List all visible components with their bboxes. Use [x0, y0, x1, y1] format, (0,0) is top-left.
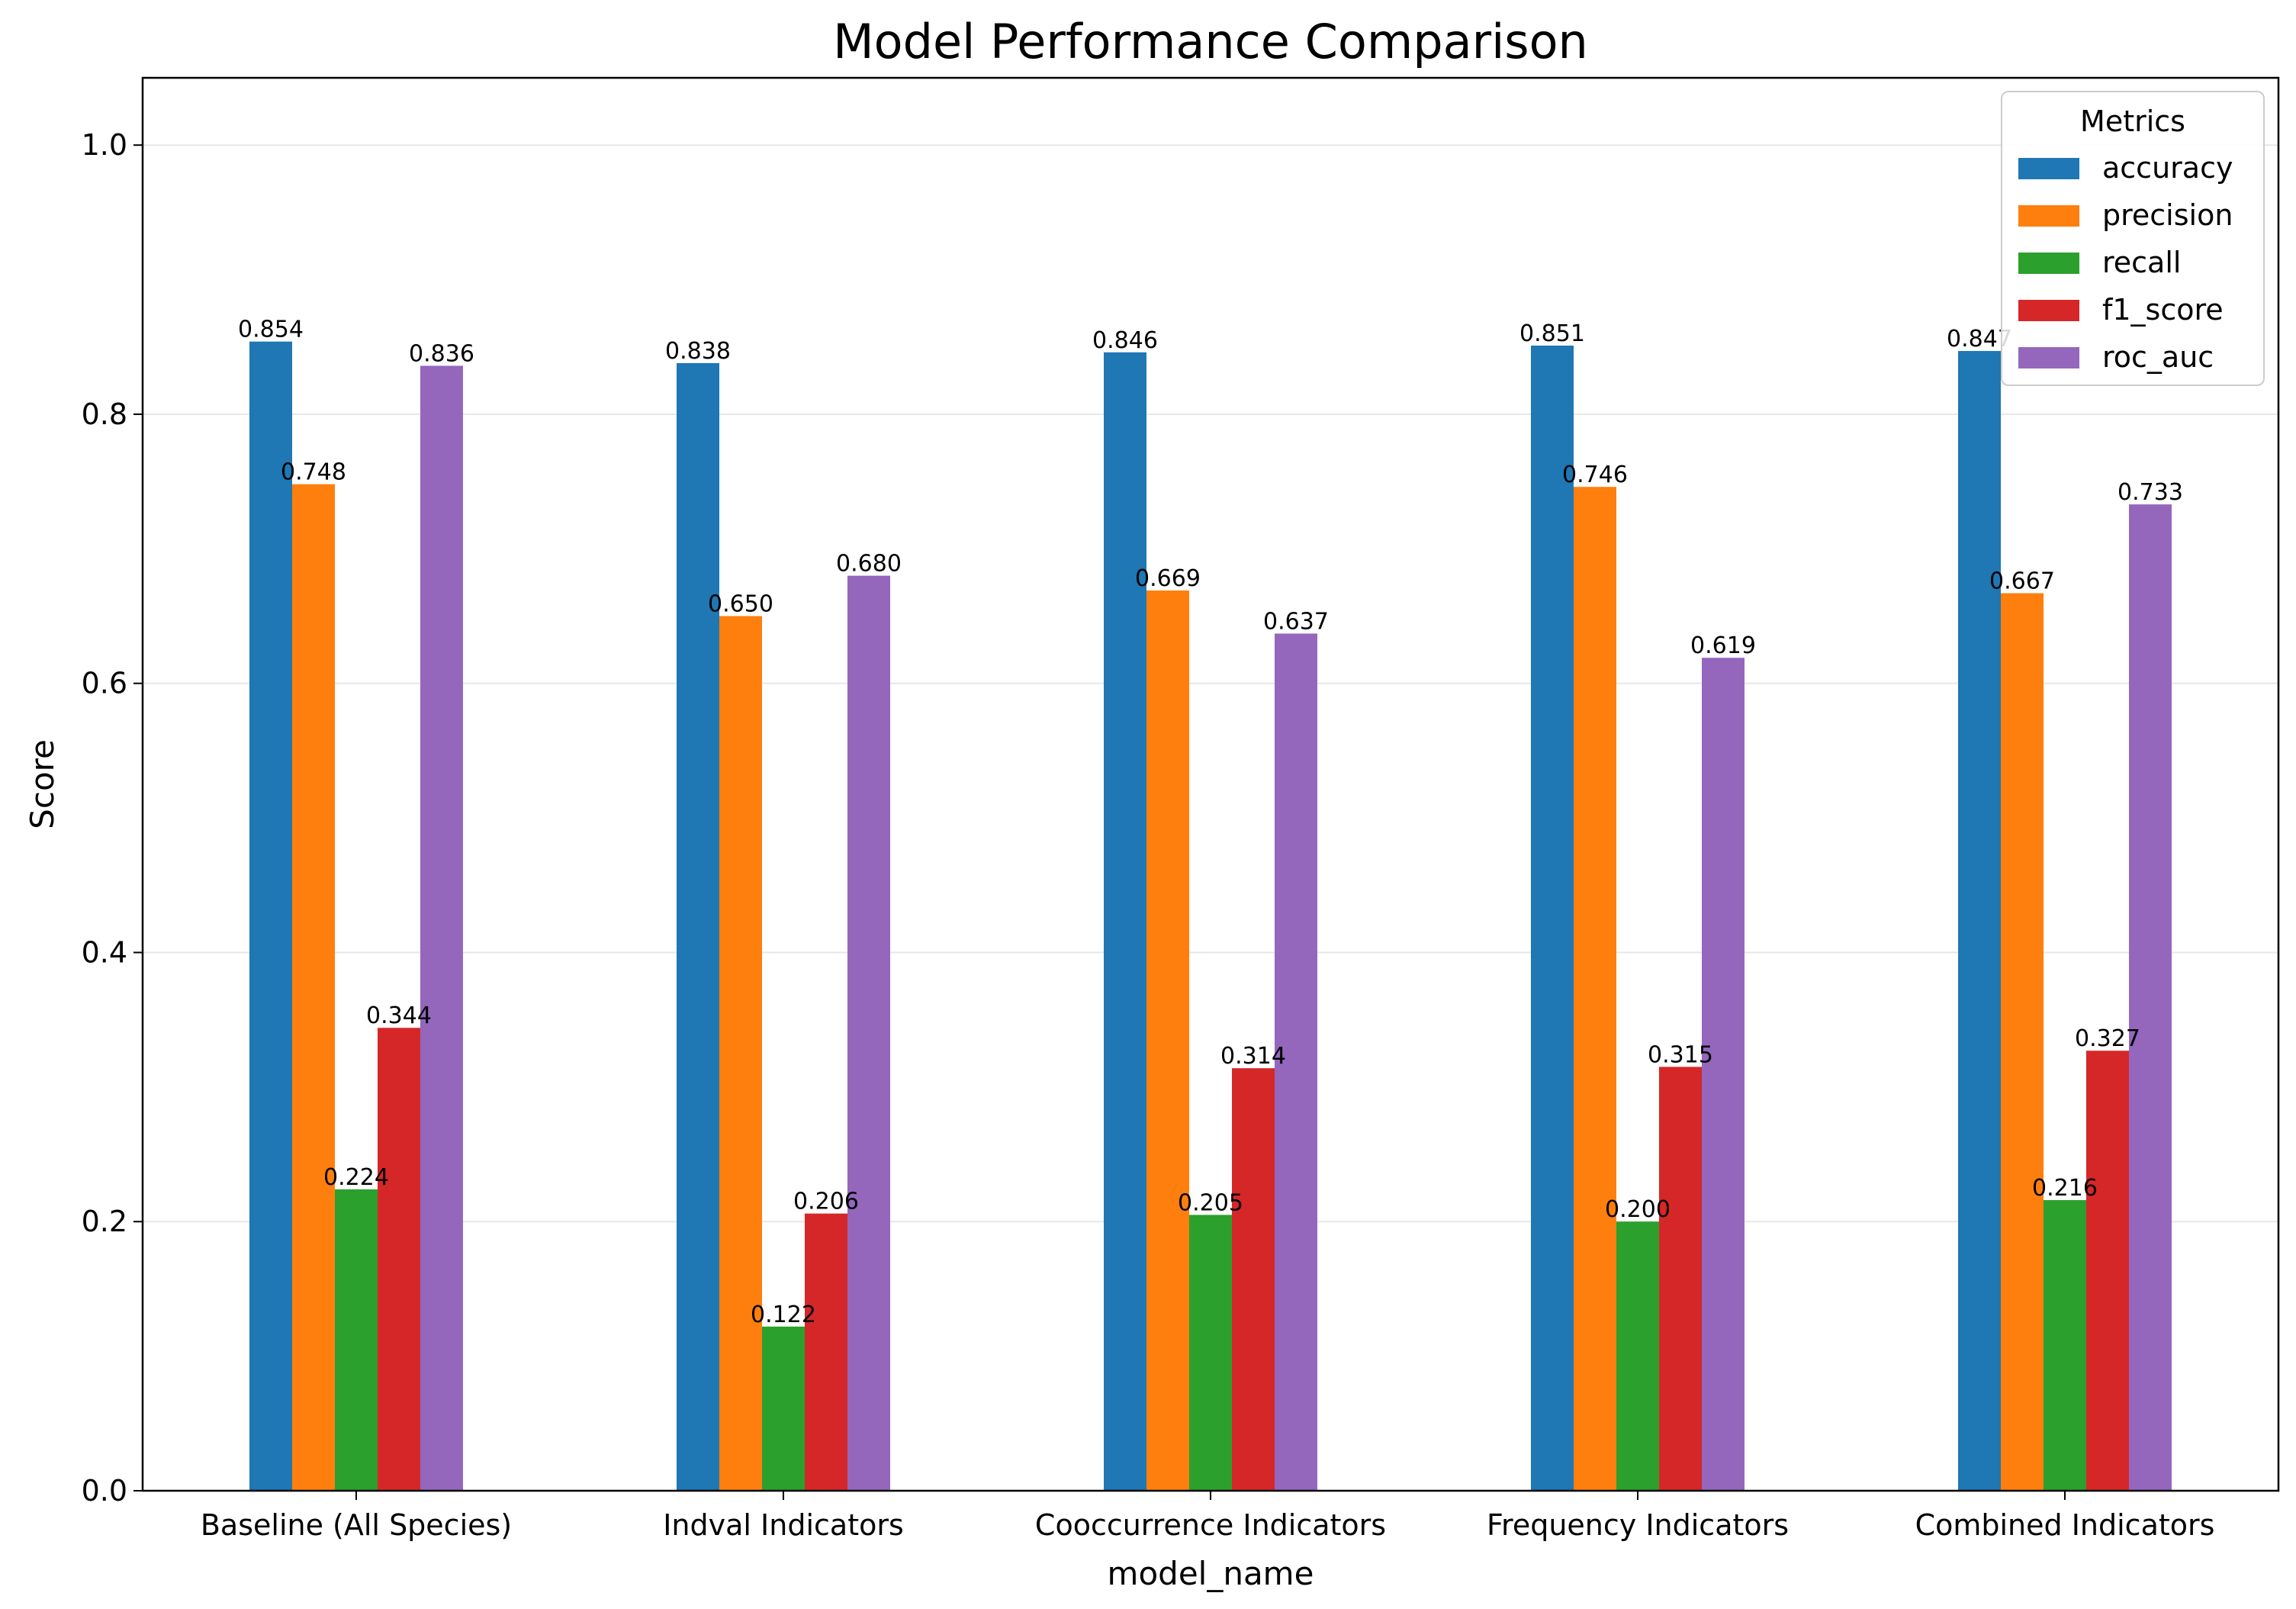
data-label-recall: 0.224	[323, 1164, 389, 1191]
data-label-accuracy: 0.838	[665, 338, 731, 365]
data-label-roc_auc: 0.836	[409, 340, 474, 367]
legend-swatch-roc_auc	[2018, 347, 2079, 368]
data-label-f1_score: 0.327	[2075, 1025, 2140, 1052]
bar-roc_auc	[1702, 658, 1745, 1491]
legend-label-roc_auc: roc_auc	[2102, 340, 2214, 374]
data-labels: 0.854 0.748 0.224 0.344 0.836 0.838 0.650 0.122…	[238, 317, 2183, 1328]
x-tick-label: Indval Indicators	[663, 1508, 904, 1542]
data-label-accuracy: 0.846	[1092, 327, 1158, 354]
bar-recall	[2044, 1200, 2086, 1491]
bar-accuracy	[677, 362, 719, 1491]
data-label-precision: 0.748	[281, 459, 346, 486]
bar-f1_score	[1232, 1068, 1275, 1491]
x-axis: Baseline (All Species) Indval Indicators C…	[201, 1491, 2215, 1542]
legend-swatch-accuracy	[2018, 158, 2079, 179]
y-axis: 0.0 0.2 0.4 0.6 0.8 1.0	[82, 128, 143, 1508]
data-label-f1_score: 0.206	[793, 1189, 859, 1215]
y-tick-label: 0.6	[82, 667, 127, 700]
data-label-precision: 0.667	[1989, 568, 2055, 595]
data-label-precision: 0.746	[1562, 462, 1628, 488]
legend-swatch-recall	[2018, 253, 2079, 274]
legend-label-recall: recall	[2102, 246, 2181, 279]
bar-roc_auc	[2129, 504, 2172, 1491]
data-label-f1_score: 0.314	[1220, 1043, 1286, 1070]
chart-title: Model Performance Comparison	[833, 14, 1588, 69]
legend-swatch-f1_score	[2018, 300, 2079, 321]
data-label-recall: 0.216	[2032, 1175, 2098, 1202]
bar-accuracy	[1104, 352, 1146, 1491]
bars	[249, 341, 2172, 1492]
legend-items: accuracy precision recall f1_score roc_auc	[2018, 151, 2233, 374]
bar-roc_auc	[420, 365, 463, 1492]
bar-precision	[292, 484, 335, 1492]
data-label-accuracy: 0.851	[1519, 320, 1585, 347]
data-label-f1_score: 0.315	[1648, 1041, 1713, 1068]
bar-precision	[1146, 591, 1189, 1491]
bar-recall	[762, 1326, 805, 1491]
data-label-roc_auc: 0.619	[1690, 632, 1756, 659]
bar-roc_auc	[1275, 633, 1317, 1491]
bar-accuracy	[1531, 345, 1574, 1492]
y-tick-label: 0.4	[82, 935, 127, 969]
bar-recall	[1189, 1215, 1232, 1491]
y-tick-label: 0.0	[82, 1474, 127, 1508]
bar-precision	[1574, 487, 1616, 1491]
legend-title: Metrics	[2080, 105, 2185, 138]
bar-f1_score	[2086, 1051, 2129, 1491]
x-tick-label: Baseline (All Species)	[201, 1508, 512, 1542]
y-axis-label: Score	[24, 739, 61, 829]
bar-accuracy	[1958, 351, 2001, 1491]
x-axis-label: model_name	[1108, 1555, 1314, 1592]
bar-f1_score	[805, 1213, 847, 1491]
y-tick-label: 1.0	[82, 128, 127, 162]
legend-label-precision: precision	[2102, 198, 2233, 232]
bar-recall	[1616, 1221, 1659, 1491]
bar-roc_auc	[847, 575, 890, 1491]
data-label-precision: 0.650	[708, 591, 773, 618]
bar-precision	[2001, 593, 2044, 1491]
legend-swatch-precision	[2018, 205, 2079, 227]
data-label-roc_auc: 0.680	[836, 551, 902, 578]
bar-recall	[335, 1189, 378, 1491]
x-tick-label: Frequency Indicators	[1487, 1508, 1789, 1542]
bar-f1_score	[378, 1028, 420, 1491]
bar-accuracy	[249, 341, 292, 1491]
data-label-recall: 0.122	[751, 1302, 816, 1328]
legend: Metrics accuracy precision recall f1_scorer…	[2001, 91, 2265, 386]
data-label-recall: 0.200	[1605, 1196, 1671, 1223]
x-tick-label: Combined Indicators	[1915, 1508, 2215, 1542]
legend-label-accuracy: accuracy	[2102, 151, 2233, 185]
x-tick-label: Cooccurrence Indicators	[1035, 1508, 1386, 1542]
y-tick-label: 0.8	[82, 397, 127, 431]
data-label-roc_auc: 0.733	[2118, 479, 2183, 506]
bar-f1_score	[1659, 1067, 1702, 1491]
legend-label-f1_score: f1_score	[2102, 293, 2224, 327]
data-label-f1_score: 0.344	[366, 1002, 432, 1029]
data-label-accuracy: 0.854	[238, 317, 304, 343]
data-label-roc_auc: 0.637	[1263, 608, 1329, 635]
y-tick-label: 0.2	[82, 1205, 127, 1238]
bar-precision	[719, 616, 762, 1491]
data-label-precision: 0.669	[1135, 565, 1201, 592]
data-label-recall: 0.205	[1178, 1189, 1243, 1216]
